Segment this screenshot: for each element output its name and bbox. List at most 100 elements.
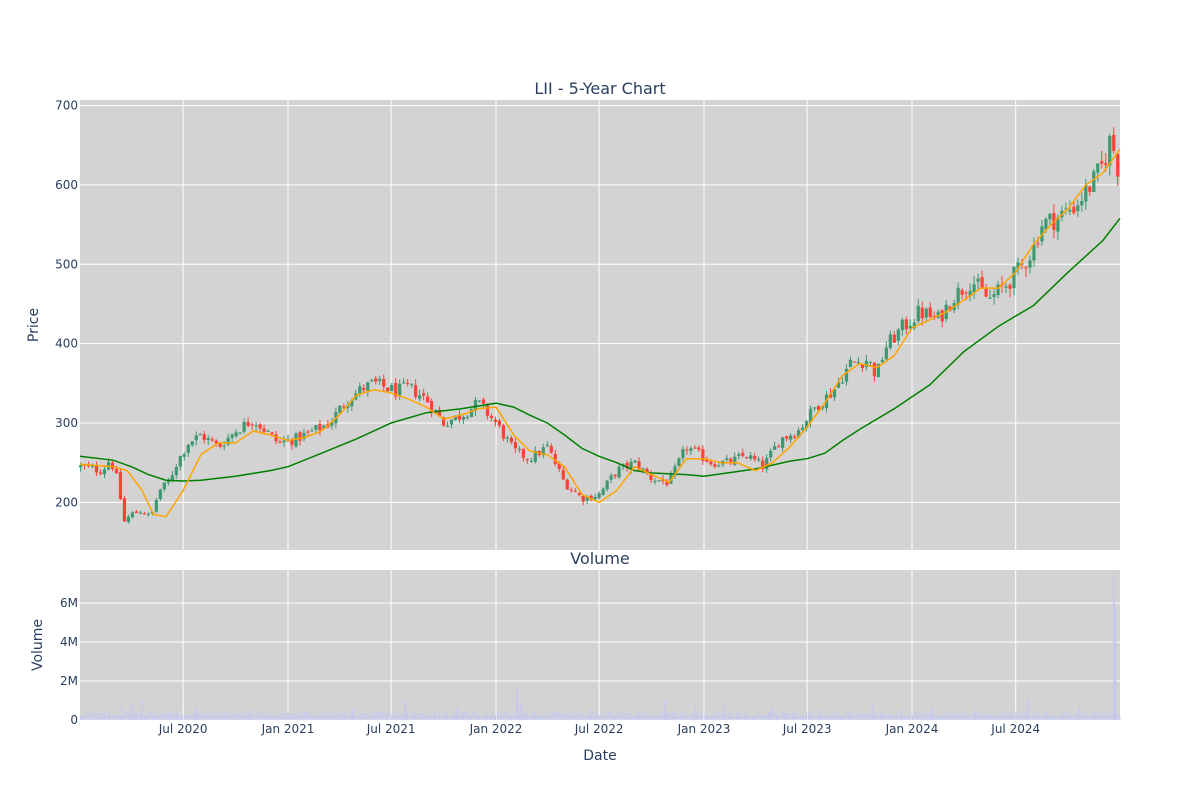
candle-body	[585, 496, 589, 501]
volume-bar	[1013, 715, 1015, 720]
candle-body	[1020, 263, 1024, 265]
candle-body	[190, 441, 194, 446]
volume-bar	[464, 711, 467, 720]
volume-bar	[1109, 711, 1111, 720]
volume-bar	[143, 716, 145, 720]
volume-bar	[989, 713, 991, 720]
volume-bar	[903, 714, 905, 720]
volume-bar	[614, 715, 616, 720]
volume-bar	[369, 716, 371, 720]
volume-bar	[95, 713, 98, 720]
candle-body	[549, 445, 553, 453]
volume-bar	[885, 714, 887, 720]
volume-bar	[809, 711, 812, 720]
candle-body	[808, 408, 813, 423]
volume-bar	[771, 707, 774, 720]
volume-bar	[155, 713, 157, 720]
volume-bar	[991, 713, 993, 720]
volume-bar	[678, 716, 680, 720]
volume-bar	[101, 712, 104, 720]
volume-bar	[540, 715, 542, 720]
volume-bar	[584, 714, 586, 720]
volume-bar	[634, 715, 636, 720]
volume-bar	[267, 715, 269, 720]
candle-body	[828, 393, 833, 398]
volume-bar	[1095, 712, 1097, 720]
volume-bar	[500, 713, 503, 720]
volume-bar	[185, 715, 187, 720]
candle-body	[481, 399, 486, 404]
volume-bar	[355, 715, 357, 720]
volume-bar	[835, 716, 838, 720]
candle-body	[681, 449, 685, 459]
volume-bar	[646, 715, 648, 720]
volume-bar	[1005, 715, 1007, 720]
candle-body	[573, 491, 577, 493]
volume-bar	[377, 711, 379, 720]
volume-bar	[357, 715, 359, 720]
price-y-tick-label: 300	[55, 416, 78, 430]
volume-bar	[309, 714, 311, 720]
volume-bar	[987, 715, 989, 720]
volume-bar	[401, 715, 403, 720]
candle-body	[1096, 163, 1100, 173]
volume-bar	[494, 714, 497, 720]
volume-bar	[620, 714, 622, 720]
volume-bar	[434, 712, 437, 720]
volume-bar	[823, 716, 826, 720]
candle-body	[302, 432, 306, 440]
volume-bar	[321, 714, 323, 720]
volume-bar	[1035, 712, 1037, 720]
candle-body	[812, 407, 817, 409]
volume-bar	[895, 713, 897, 720]
volume-bar	[730, 713, 732, 720]
volume-bar	[786, 713, 788, 720]
candle-body	[146, 513, 150, 515]
volume-bar	[1033, 712, 1035, 720]
volume-bar	[145, 713, 147, 720]
volume-bar	[951, 715, 953, 720]
volume-bar	[1111, 715, 1113, 720]
volume-bar	[1031, 714, 1033, 720]
volume-bar	[1057, 714, 1059, 720]
volume-bar	[702, 715, 704, 720]
volume-bar	[109, 714, 112, 720]
volume-bar	[1075, 713, 1077, 720]
volume-bar	[209, 713, 211, 720]
volume-bar	[967, 714, 969, 720]
volume-bar	[438, 713, 441, 720]
volume-bar	[361, 714, 363, 720]
candle-body	[306, 431, 310, 433]
volume-bar	[201, 715, 203, 720]
candle-body	[449, 419, 454, 425]
candle-body	[864, 360, 869, 367]
candle-body	[218, 443, 222, 447]
volume-bar	[337, 713, 339, 720]
volume-bar	[1029, 716, 1031, 720]
price-y-tick-labels: 200 300 400 500 600 700	[55, 99, 78, 510]
volume-bar	[663, 700, 666, 720]
candle-body	[625, 462, 629, 469]
volume-bar	[803, 716, 806, 720]
candle-body	[1056, 217, 1060, 232]
candle-body	[162, 482, 166, 490]
volume-bar	[943, 713, 945, 720]
volume-bar	[263, 711, 265, 720]
volume-bar	[161, 715, 163, 720]
candle-body	[226, 437, 230, 445]
x-tick-label: Jul 2023	[782, 722, 832, 736]
volume-bar	[371, 714, 373, 720]
volume-bar	[829, 714, 832, 720]
candle-body	[649, 474, 653, 481]
volume-bar	[1037, 714, 1039, 720]
volume-bar	[241, 716, 243, 720]
volume-bar	[796, 715, 798, 720]
candle-body	[453, 415, 458, 420]
candle-body	[709, 461, 713, 465]
volume-bar	[811, 715, 814, 720]
volume-bar	[323, 711, 325, 720]
volume-bar	[454, 711, 457, 720]
candle-body	[785, 436, 789, 439]
volume-bar	[955, 714, 957, 720]
volume-bar	[373, 714, 375, 720]
